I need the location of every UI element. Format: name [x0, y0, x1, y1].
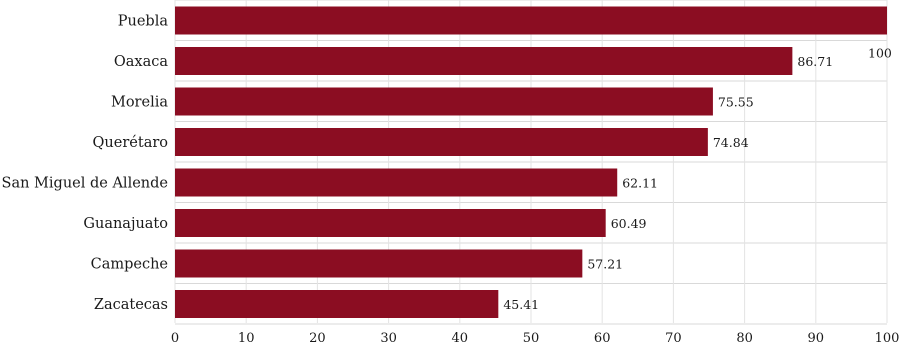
category-label: Puebla: [118, 13, 169, 29]
category-labels: Puebla Oaxaca Morelia Querétaro San Miguel d…: [2, 13, 169, 313]
bars: [175, 6, 887, 318]
bar: [175, 128, 708, 156]
value-labels: 100 86.71 75.55 74.84 62.11 60.49 57.21 45.41: [503, 46, 892, 312]
category-label: Oaxaca: [114, 54, 168, 70]
category-label: Campeche: [91, 256, 168, 272]
category-label: Zacatecas: [94, 297, 168, 313]
value-label: 62.11: [622, 175, 658, 190]
x-tick-label: 10: [238, 331, 255, 346]
x-tick-label: 60: [594, 331, 611, 346]
value-label: 45.41: [503, 297, 539, 312]
x-tick-label: 50: [523, 331, 540, 346]
x-tick-label: 40: [452, 331, 469, 346]
value-label: 74.84: [713, 135, 749, 150]
value-label: 57.21: [587, 256, 623, 271]
bar: [175, 87, 713, 116]
bar: [175, 168, 618, 197]
x-tick-label: 80: [736, 331, 753, 346]
category-label: Guanajuato: [83, 216, 168, 232]
x-axis-ticks: 0 10 20 30 40 50 60 70 80 90 100: [171, 331, 900, 346]
category-label: San Miguel de Allende: [2, 175, 168, 191]
x-tick-label: 30: [380, 331, 397, 346]
x-tick-label: 0: [171, 331, 179, 346]
bar: [175, 6, 887, 35]
value-label: 86.71: [797, 54, 833, 69]
category-label: Querétaro: [93, 135, 168, 151]
x-tick-label: 70: [665, 331, 682, 346]
value-label: 60.49: [611, 216, 647, 231]
value-label: 75.55: [718, 94, 754, 109]
bar: [175, 209, 606, 237]
bar: [175, 47, 793, 75]
bar: [175, 290, 499, 318]
x-tick-label: 90: [808, 331, 825, 346]
x-tick-label: 100: [875, 331, 900, 346]
bar: [175, 249, 583, 278]
x-tick-label: 20: [309, 331, 326, 346]
value-label: 100: [868, 46, 892, 61]
category-label: Morelia: [111, 94, 168, 110]
